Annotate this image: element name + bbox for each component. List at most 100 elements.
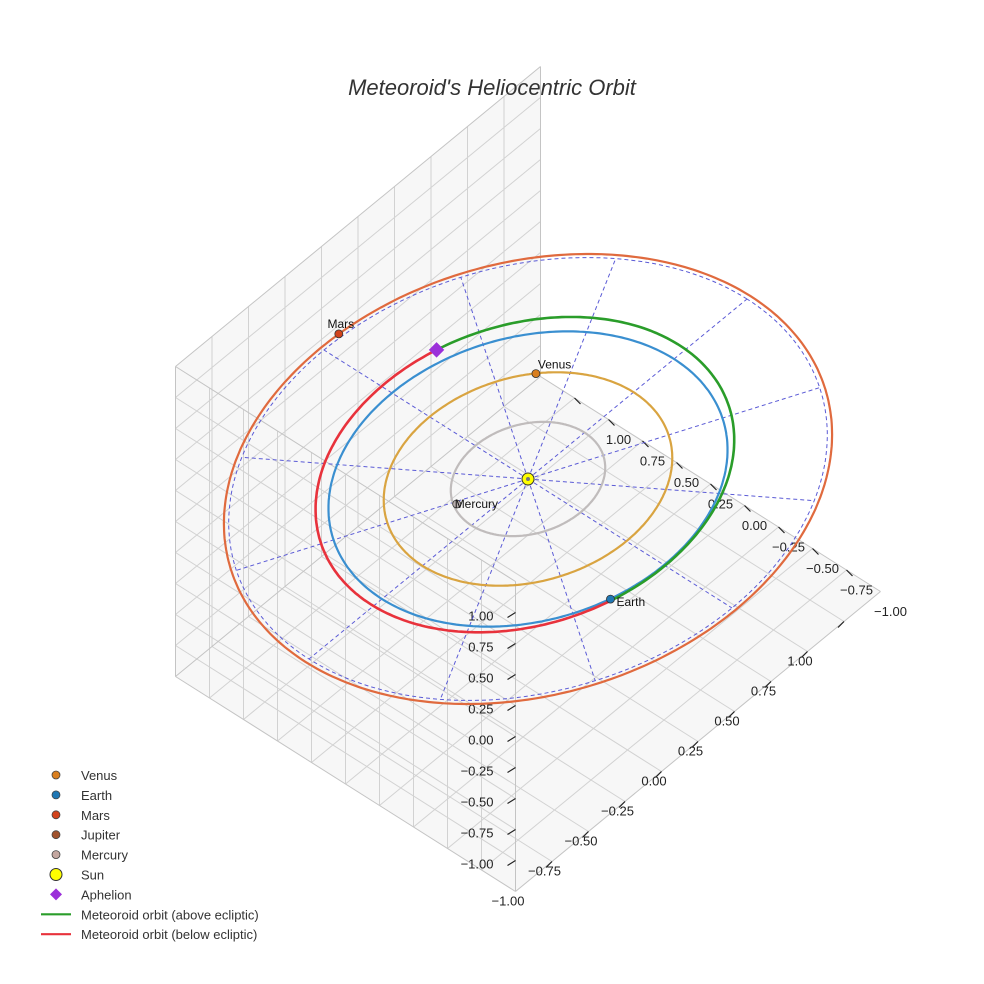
legend-item-meteoroid-orbit-above-ecliptic: Meteoroid orbit (above ecliptic) bbox=[41, 907, 259, 922]
z-tick-label: 1.00 bbox=[468, 609, 493, 624]
y-tick-label: 0.50 bbox=[674, 475, 699, 490]
planet-mars bbox=[334, 329, 344, 339]
ecliptic-spoke bbox=[527, 478, 733, 609]
legend-marker bbox=[49, 868, 63, 881]
x-tick-label: 0.50 bbox=[714, 714, 739, 729]
pane-edge bbox=[175, 366, 516, 582]
z-tick bbox=[507, 859, 516, 867]
wall-gridline bbox=[175, 490, 516, 706]
z-tick-label: −0.25 bbox=[461, 764, 494, 779]
floor-gridline bbox=[503, 406, 845, 622]
y-tick bbox=[608, 419, 615, 426]
planet-venus bbox=[531, 369, 541, 379]
legend-marker bbox=[51, 850, 61, 859]
planet-earth bbox=[606, 594, 615, 604]
planet-label-mars: Mars bbox=[327, 317, 354, 331]
x-tick bbox=[764, 681, 772, 688]
wall-gridline bbox=[175, 128, 541, 429]
x-tick bbox=[582, 831, 589, 838]
x-tick bbox=[801, 651, 808, 658]
legend-marker bbox=[51, 790, 61, 800]
ecliptic-spoke bbox=[527, 478, 596, 681]
y-tick-label: −0.50 bbox=[806, 561, 839, 576]
legend-item-aphelion: Aphelion bbox=[50, 887, 132, 902]
floor-gridline bbox=[243, 419, 609, 720]
y-tick bbox=[710, 483, 717, 491]
legend-marker bbox=[50, 888, 62, 901]
legend-item-earth: Earth bbox=[51, 788, 112, 803]
y-tick-label: 0.75 bbox=[640, 454, 665, 469]
x-tick bbox=[655, 771, 662, 778]
z-tick bbox=[507, 611, 516, 619]
wall-gridline bbox=[175, 190, 541, 491]
y-tick-label: −0.25 bbox=[772, 540, 805, 555]
markers: Venus Earth Mars Mercury bbox=[327, 317, 645, 609]
ecliptic-spoke bbox=[527, 387, 820, 480]
floor-gridline bbox=[277, 440, 643, 742]
orbit-earth bbox=[327, 330, 729, 628]
z-tick bbox=[507, 766, 516, 774]
legend-marker bbox=[51, 810, 61, 820]
z-tick bbox=[507, 642, 516, 650]
ecliptic-spoke bbox=[241, 456, 529, 480]
ecliptic-spoke bbox=[527, 478, 815, 502]
ecliptic-spoke bbox=[527, 298, 748, 480]
y-tick bbox=[744, 505, 751, 512]
sun-core bbox=[526, 477, 530, 481]
wall-gridline bbox=[175, 459, 516, 675]
z-tick bbox=[507, 673, 516, 681]
ecliptic-spoke bbox=[236, 478, 529, 571]
legend-label: Venus bbox=[81, 768, 118, 783]
wall-gridline bbox=[175, 521, 516, 737]
ecliptic-spoke bbox=[323, 349, 529, 480]
floor-gridline bbox=[345, 483, 711, 785]
z-tick-label: 0.75 bbox=[468, 640, 493, 655]
y-tick bbox=[812, 548, 819, 555]
legend-marker bbox=[51, 830, 61, 840]
y-tick bbox=[676, 462, 683, 469]
y-tick bbox=[642, 440, 649, 448]
y-tick bbox=[574, 397, 581, 405]
legend-item-jupiter: Jupiter bbox=[51, 828, 121, 843]
z-tick-label: 0.00 bbox=[468, 733, 493, 748]
x-tick-label: 1.00 bbox=[787, 654, 812, 669]
ecliptic-spoke bbox=[308, 478, 529, 660]
y-tick-label: 1.00 bbox=[606, 432, 631, 447]
planet-label-venus: Venus bbox=[538, 358, 571, 372]
legend-marker bbox=[51, 770, 61, 780]
ecliptic-spoke bbox=[460, 277, 529, 480]
legend-label: Aphelion bbox=[81, 887, 132, 902]
x-tick-label: 0.75 bbox=[751, 684, 776, 699]
z-tick bbox=[507, 704, 516, 712]
z-tick-label: −1.00 bbox=[461, 857, 494, 872]
x-tick-label: 0.25 bbox=[678, 744, 703, 759]
legend-label: Jupiter bbox=[81, 828, 121, 843]
legend-label: Earth bbox=[81, 788, 112, 803]
x-tick bbox=[837, 621, 845, 628]
planet-label-earth: Earth bbox=[616, 595, 645, 609]
pane-edge bbox=[175, 66, 541, 367]
floor-gridline bbox=[467, 436, 808, 652]
y-tick bbox=[846, 569, 853, 577]
x-tick-label: −0.75 bbox=[528, 864, 561, 879]
wall-gridline bbox=[175, 397, 516, 613]
ecliptic-spoke bbox=[527, 258, 617, 480]
legend-item-mercury: Mercury bbox=[51, 848, 128, 863]
planet-label-mercury: Mercury bbox=[455, 497, 498, 511]
legend-item-meteoroid-orbit-below-ecliptic: Meteoroid orbit (below ecliptic) bbox=[41, 927, 257, 942]
axis-ticks: −1.00−1.00−1.00 −0.75−0.75−0.75−0.50−0.50… bbox=[461, 397, 907, 909]
legend-item-sun: Sun bbox=[49, 868, 104, 883]
planet-orbits bbox=[222, 252, 834, 706]
legend-item-venus: Venus bbox=[51, 768, 118, 783]
z-tick bbox=[507, 797, 516, 805]
x-tick-label: 0.00 bbox=[641, 774, 666, 789]
y-tick bbox=[778, 526, 785, 534]
legend-label: Meteoroid orbit (above ecliptic) bbox=[81, 907, 259, 922]
x-tick-label: −0.25 bbox=[601, 804, 634, 819]
floor-gridline bbox=[209, 397, 575, 699]
x-tick-label: −0.50 bbox=[565, 834, 598, 849]
floor-gridline bbox=[311, 462, 677, 763]
floor-gridline bbox=[394, 496, 735, 712]
